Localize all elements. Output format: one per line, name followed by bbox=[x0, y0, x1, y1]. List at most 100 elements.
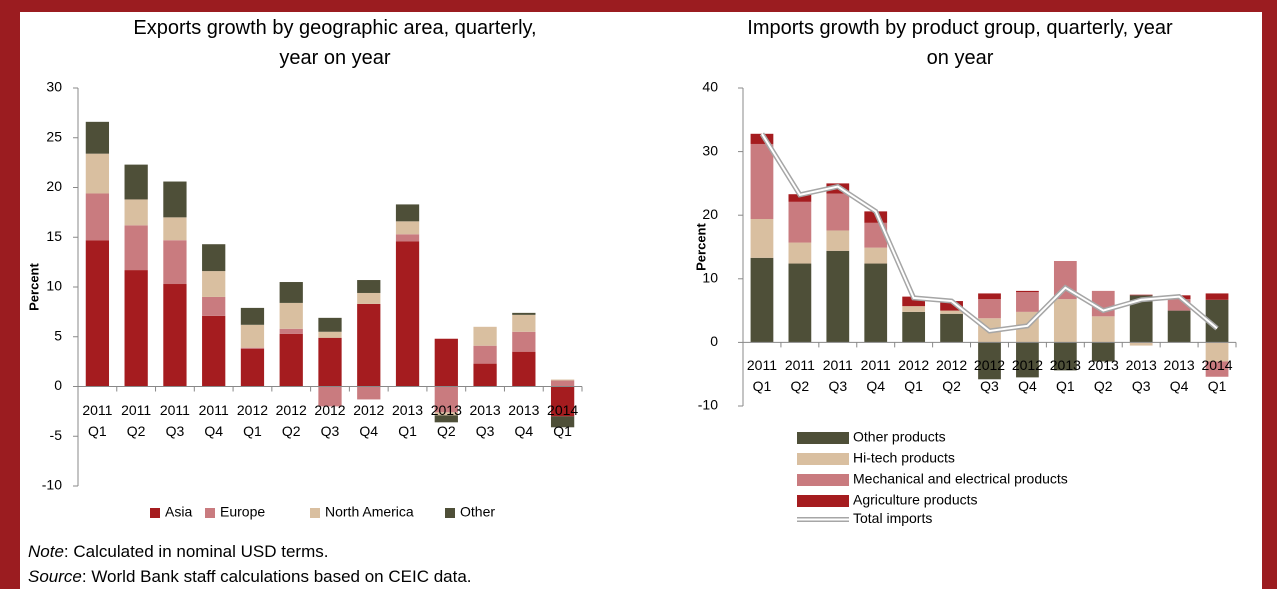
bar bbox=[240, 324, 265, 348]
bar bbox=[512, 331, 536, 352]
bar bbox=[318, 337, 342, 387]
bar bbox=[395, 234, 420, 242]
bar bbox=[1053, 342, 1077, 371]
bar bbox=[202, 271, 226, 297]
x-tick-label: 2012 Q2 bbox=[275, 401, 307, 439]
bar bbox=[473, 326, 497, 346]
x-tick-label: 2011 Q2 bbox=[784, 357, 815, 395]
y-tick-label: 20 bbox=[46, 178, 62, 194]
legend-label: Agriculture products bbox=[853, 492, 978, 508]
bar bbox=[550, 416, 575, 428]
x-tick-label: 2013 Q1 bbox=[1049, 357, 1081, 395]
bar bbox=[1016, 292, 1039, 312]
bar bbox=[826, 250, 850, 343]
bar bbox=[788, 201, 812, 243]
y-tick-label: 15 bbox=[46, 228, 62, 244]
note-text: : Calculated in nominal USD terms. bbox=[63, 542, 329, 561]
bar bbox=[1091, 316, 1115, 343]
bar bbox=[163, 217, 187, 241]
legend-swatch bbox=[150, 508, 160, 518]
x-tick-label: 2011 Q1 bbox=[82, 401, 113, 439]
bar bbox=[434, 338, 458, 387]
bar bbox=[864, 263, 888, 343]
bar bbox=[124, 199, 148, 226]
bar bbox=[357, 303, 381, 387]
bar bbox=[434, 386, 458, 413]
chart-title: Exports growth by geographic area, quart… bbox=[133, 17, 537, 69]
bar bbox=[788, 263, 812, 343]
x-tick-label: 2011 Q3 bbox=[159, 401, 190, 439]
legend-label: Asia bbox=[165, 504, 192, 520]
bar bbox=[550, 386, 575, 417]
bar bbox=[750, 257, 774, 343]
x-tick-label: 2013 Q2 bbox=[430, 401, 462, 439]
bar bbox=[85, 153, 110, 194]
note: Source: World Bank staff calculations ba… bbox=[28, 567, 472, 587]
bar bbox=[1053, 299, 1077, 343]
bar bbox=[1129, 342, 1153, 346]
bar bbox=[395, 241, 420, 387]
bar bbox=[750, 133, 774, 144]
y-tick-label: 40 bbox=[702, 79, 718, 95]
legend-swatch bbox=[310, 508, 320, 518]
bar bbox=[202, 244, 226, 272]
legend-label: Other bbox=[460, 504, 495, 520]
note: Note: Calculated in nominal USD terms. bbox=[28, 542, 328, 562]
x-tick-label: 2014 Q1 bbox=[547, 401, 579, 439]
bar bbox=[473, 363, 497, 387]
bar bbox=[1205, 361, 1229, 377]
bar bbox=[978, 293, 1001, 300]
bar bbox=[202, 315, 226, 387]
x-tick-label: 2012 Q3 bbox=[973, 357, 1006, 395]
x-tick-label: 2011 Q3 bbox=[822, 357, 853, 395]
y-axis-label: Percent bbox=[693, 222, 708, 270]
y-tick-label: 10 bbox=[702, 270, 718, 286]
bar bbox=[202, 296, 226, 316]
bar bbox=[1129, 294, 1153, 296]
bar bbox=[279, 282, 303, 303]
x-tick-label: 2011 Q4 bbox=[860, 357, 891, 395]
bar bbox=[750, 143, 774, 220]
y-tick-label: 25 bbox=[46, 128, 62, 144]
bar bbox=[318, 331, 342, 338]
bar bbox=[940, 301, 963, 311]
y-tick-label: 30 bbox=[702, 142, 718, 158]
bar bbox=[512, 314, 536, 332]
x-tick-label: 2011 Q4 bbox=[198, 401, 229, 439]
x-tick-label: 2012 Q1 bbox=[236, 401, 269, 439]
line-inner bbox=[761, 133, 1218, 332]
bar bbox=[163, 181, 187, 218]
legend-label: Europe bbox=[220, 504, 265, 520]
bar bbox=[902, 306, 926, 312]
bar bbox=[1205, 342, 1229, 362]
bar bbox=[395, 204, 420, 222]
bar bbox=[85, 240, 110, 387]
bar bbox=[124, 164, 148, 200]
note-label: Source bbox=[28, 567, 82, 586]
bar bbox=[512, 312, 536, 315]
bar bbox=[512, 351, 536, 387]
legend-label: North America bbox=[325, 504, 414, 520]
note-text: : World Bank staff calculations based on… bbox=[81, 567, 472, 586]
bar bbox=[318, 386, 342, 407]
bar bbox=[826, 230, 850, 251]
bar bbox=[163, 240, 187, 285]
bar bbox=[750, 219, 774, 258]
bar bbox=[940, 310, 963, 314]
bar bbox=[902, 296, 926, 307]
x-tick-label: 2013 Q1 bbox=[391, 401, 424, 439]
bar bbox=[434, 412, 458, 416]
bar bbox=[1129, 295, 1153, 343]
bar bbox=[1091, 342, 1115, 362]
bar bbox=[357, 280, 381, 293]
bar bbox=[864, 247, 888, 264]
bar bbox=[550, 379, 575, 381]
x-tick-label: 2012 Q3 bbox=[314, 401, 346, 439]
y-axis-label: Percent bbox=[26, 262, 41, 310]
bar bbox=[1167, 299, 1191, 311]
bar bbox=[788, 194, 812, 202]
y-tick-label: 30 bbox=[46, 79, 62, 95]
bar bbox=[240, 348, 265, 387]
x-tick-label: 2012 Q4 bbox=[1011, 357, 1043, 395]
